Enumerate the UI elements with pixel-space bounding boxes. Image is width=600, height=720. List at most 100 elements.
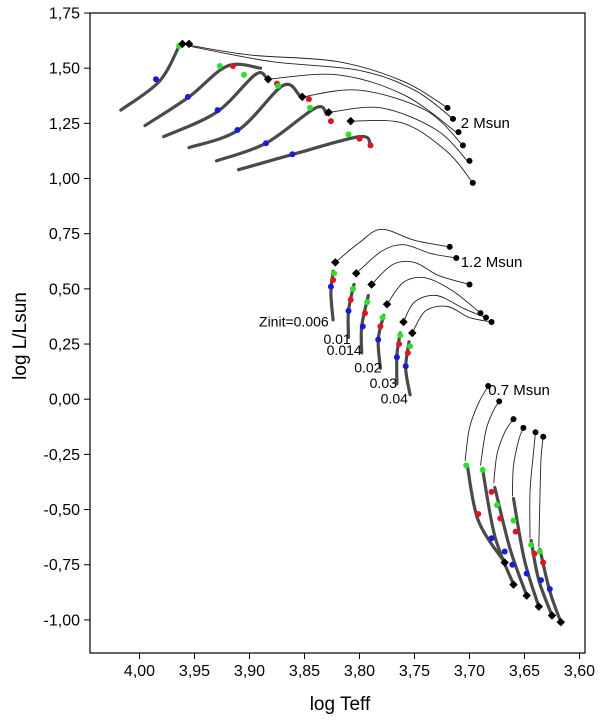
y-tick-label-10: -0,75: [44, 557, 81, 574]
marker-9-4: [477, 310, 484, 317]
marker-14-3: [522, 591, 531, 600]
marker-6-3: [331, 258, 340, 267]
pre-ms-track-17: [538, 436, 544, 548]
pre-ms-track-4: [328, 106, 468, 162]
marker-16-2: [538, 577, 544, 584]
marker-2-4: [455, 129, 462, 136]
marker-15-3: [534, 602, 544, 611]
annotation-2: 0.7 Msun: [488, 382, 550, 399]
y-tick-label-9: -0,50: [44, 502, 81, 519]
pre-ms-track-7: [355, 244, 457, 274]
marker-16-0: [528, 541, 535, 548]
pre-ms-track-0: [182, 43, 448, 109]
y-axis-title: log L/Lsun: [10, 292, 31, 380]
main-sequence-track-5: [236, 134, 373, 172]
pre-ms-track-3: [302, 89, 464, 146]
pre-ms-track-5: [350, 119, 474, 184]
marker-0-2: [178, 39, 187, 49]
marker-13-0: [479, 466, 486, 473]
marker-5-5: [469, 179, 476, 186]
marker-0-0: [153, 76, 159, 83]
annotation-7: 0.03: [370, 375, 397, 391]
marker-15-4: [520, 424, 527, 431]
marker-5-1: [345, 131, 352, 138]
pre-ms-track-1: [188, 45, 454, 120]
marker-1-4: [450, 115, 456, 122]
marker-1-0: [184, 93, 191, 100]
marker-10-1: [396, 341, 403, 348]
main-sequence-track-12: [465, 463, 507, 565]
marker-5-0: [289, 151, 296, 158]
marker-5-4: [346, 116, 355, 126]
y-tick-label-3: 1,00: [49, 171, 80, 188]
main-sequence-track-6: [329, 269, 335, 322]
x-tick-label-8: 3,60: [564, 663, 595, 680]
marker-6-2: [331, 270, 338, 277]
marker-9-0: [375, 336, 382, 343]
pre-ms-track-16: [529, 432, 536, 539]
marker-13-2: [501, 548, 508, 555]
y-tick-label-5: 0,50: [49, 281, 80, 298]
pre-ms-track-6: [335, 228, 450, 263]
marker-16-1: [531, 550, 538, 557]
marker-1-3: [184, 39, 194, 49]
marker-2-0: [214, 107, 221, 114]
main-sequence-track-1: [143, 62, 263, 128]
y-tick-label-2: 1,25: [49, 116, 80, 133]
marker-14-2: [509, 561, 516, 568]
marker-17-2: [546, 586, 553, 592]
marker-16-4: [532, 429, 539, 436]
marker-17-4: [540, 433, 547, 440]
pre-ms-track-9: [386, 276, 481, 314]
marker-9-1: [377, 323, 384, 330]
marker-7-0: [345, 307, 352, 314]
marker-6-1: [330, 277, 337, 284]
marker-3-3: [298, 92, 307, 102]
marker-8-1: [362, 310, 368, 317]
marker-5-3: [367, 142, 374, 149]
marker-10-2: [397, 332, 404, 339]
marker-2-3: [263, 74, 273, 84]
main-sequence-track-3: [187, 82, 301, 150]
annotation-8: 0.04: [381, 391, 408, 407]
annotation-1: 1.2 Msun: [461, 254, 523, 271]
marker-6-4: [446, 243, 453, 250]
marker-16-3: [547, 611, 557, 620]
marker-4-3: [324, 108, 333, 117]
main-sequence-track-14: [493, 485, 529, 598]
marker-9-2: [379, 314, 386, 321]
x-tick-label-4: 3,80: [344, 663, 375, 680]
y-tick-label-8: -0,25: [44, 447, 81, 464]
marker-5-2: [356, 135, 363, 142]
marker-11-2: [407, 343, 414, 350]
marker-4-0: [263, 140, 269, 147]
marker-15-1: [512, 528, 519, 535]
x-tick-label-2: 3,90: [234, 663, 265, 680]
annotation-4: 0.01: [323, 331, 350, 347]
marker-7-3: [351, 269, 361, 278]
y-tick-label-7: 0,00: [49, 392, 80, 409]
marker-10-4: [483, 314, 489, 321]
marker-14-0: [494, 502, 500, 509]
marker-12-3: [500, 558, 509, 567]
pre-ms-track-8: [371, 260, 470, 285]
x-tick-label-3: 3,85: [289, 663, 320, 680]
marker-10-3: [399, 317, 408, 327]
marker-17-1: [540, 559, 547, 566]
x-tick-label-1: 3,95: [179, 663, 210, 680]
marker-12-1: [475, 510, 482, 517]
main-sequence-track-4: [214, 105, 329, 163]
pre-ms-track-11: [411, 305, 492, 334]
marker-14-1: [497, 515, 504, 522]
marker-15-0: [510, 517, 517, 524]
marker-12-0: [463, 462, 470, 469]
marker-8-4: [466, 281, 473, 288]
pre-ms-track-13: [480, 401, 500, 466]
marker-3-1: [275, 82, 282, 89]
marker-14-4: [510, 416, 517, 423]
main-sequence-track-13: [481, 468, 516, 587]
track-markers: [153, 39, 566, 627]
marker-11-1: [404, 349, 411, 356]
marker-1-2: [230, 62, 236, 69]
marker-2-1: [241, 71, 247, 78]
